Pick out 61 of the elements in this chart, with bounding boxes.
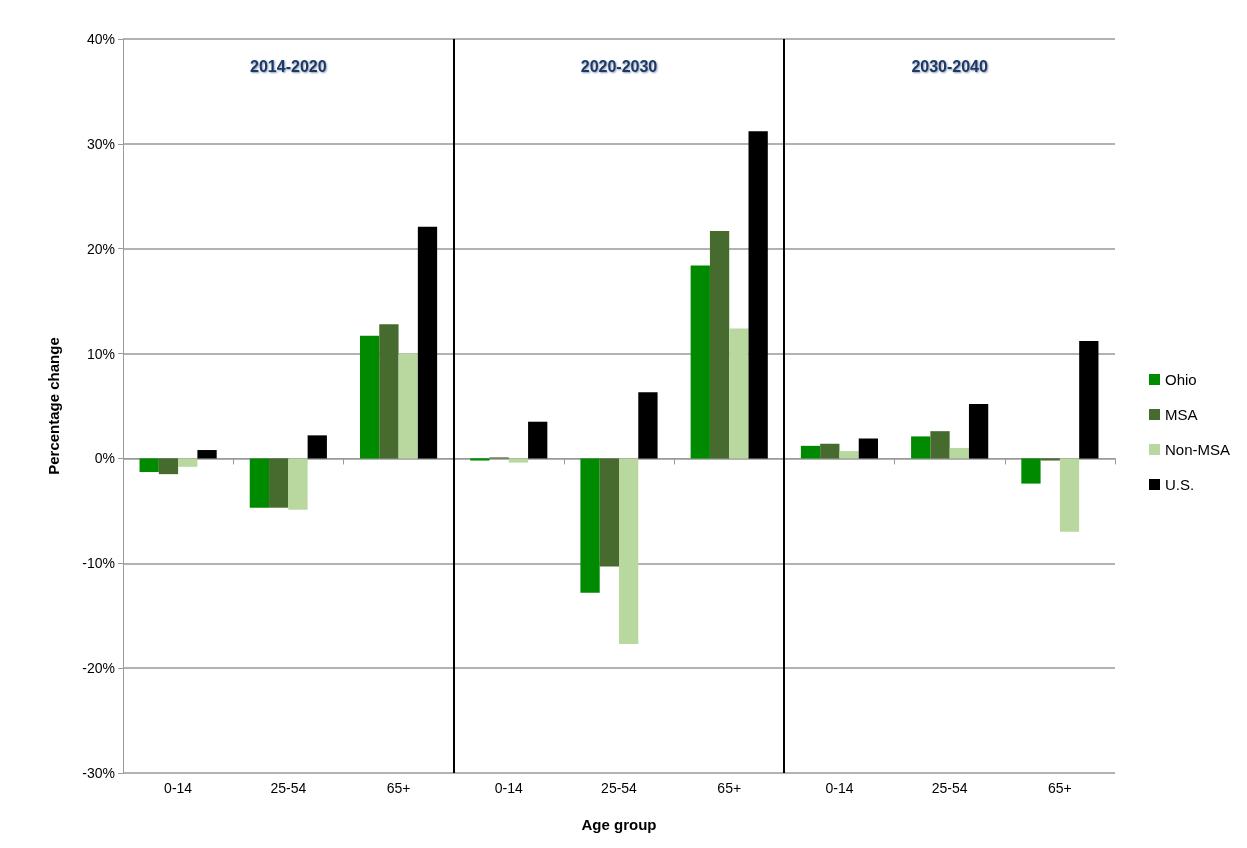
bar bbox=[470, 458, 490, 461]
y-axis-title: Percentage change bbox=[45, 337, 62, 475]
y-tick-label: 10% bbox=[86, 345, 115, 362]
bar bbox=[930, 431, 950, 459]
y-tick-label: 40% bbox=[86, 31, 115, 47]
bar bbox=[359, 335, 380, 459]
bar bbox=[417, 226, 438, 459]
bar bbox=[1040, 458, 1060, 461]
y-tick-label: 0% bbox=[94, 450, 115, 467]
bar bbox=[1021, 458, 1041, 484]
bar bbox=[949, 447, 969, 459]
y-tick-label: -10% bbox=[82, 555, 115, 572]
bar bbox=[178, 458, 198, 467]
bar bbox=[729, 328, 749, 459]
annotation: 2030-2040 bbox=[910, 58, 989, 76]
x-tick-label: 65+ bbox=[717, 780, 742, 796]
bar bbox=[249, 458, 270, 508]
bar bbox=[379, 324, 399, 459]
bar bbox=[820, 443, 840, 459]
x-axis-title: Age group bbox=[581, 816, 657, 833]
x-tick-label: 25-54 bbox=[601, 780, 638, 796]
bar bbox=[911, 436, 931, 459]
legend-label: MSA bbox=[1164, 406, 1198, 423]
bar bbox=[748, 131, 768, 459]
x-tick-label: 0-14 bbox=[825, 780, 854, 796]
annotation: 2014-2020 bbox=[249, 58, 328, 76]
bar bbox=[398, 353, 418, 459]
bar bbox=[619, 458, 639, 645]
x-tick-label: 0-14 bbox=[494, 780, 523, 796]
legend-label: Non-MSA bbox=[1164, 441, 1231, 458]
bar bbox=[1059, 458, 1080, 532]
bar bbox=[139, 458, 159, 473]
bar bbox=[580, 458, 600, 593]
x-tick-label: 25-54 bbox=[270, 780, 307, 796]
bar bbox=[197, 450, 217, 459]
bar bbox=[269, 458, 289, 508]
x-tick-label: 0-14 bbox=[164, 780, 193, 796]
bar bbox=[599, 458, 619, 567]
bar bbox=[528, 421, 548, 459]
y-tick-label: 30% bbox=[86, 135, 115, 152]
x-tick-label: 65+ bbox=[386, 780, 411, 796]
y-tick-label: 20% bbox=[86, 240, 115, 257]
bar bbox=[1079, 340, 1099, 459]
bar bbox=[968, 403, 989, 459]
bar bbox=[690, 265, 710, 459]
bar bbox=[307, 435, 327, 459]
y-tick-label: -30% bbox=[82, 765, 115, 781]
x-tick-label: 65+ bbox=[1048, 780, 1072, 796]
legend-label: U.S. bbox=[1164, 476, 1195, 493]
annotation: 2020-2030 bbox=[579, 58, 659, 76]
bar bbox=[638, 392, 658, 459]
x-tick-label: 25-54 bbox=[931, 780, 968, 796]
bar bbox=[158, 458, 179, 475]
y-tick-label: -20% bbox=[82, 660, 115, 677]
legend-label: Ohio bbox=[1164, 371, 1197, 388]
bar bbox=[839, 451, 859, 459]
bar bbox=[508, 458, 529, 463]
bar bbox=[858, 438, 879, 459]
bar bbox=[288, 458, 308, 510]
bar bbox=[709, 230, 730, 459]
bar bbox=[800, 445, 821, 459]
